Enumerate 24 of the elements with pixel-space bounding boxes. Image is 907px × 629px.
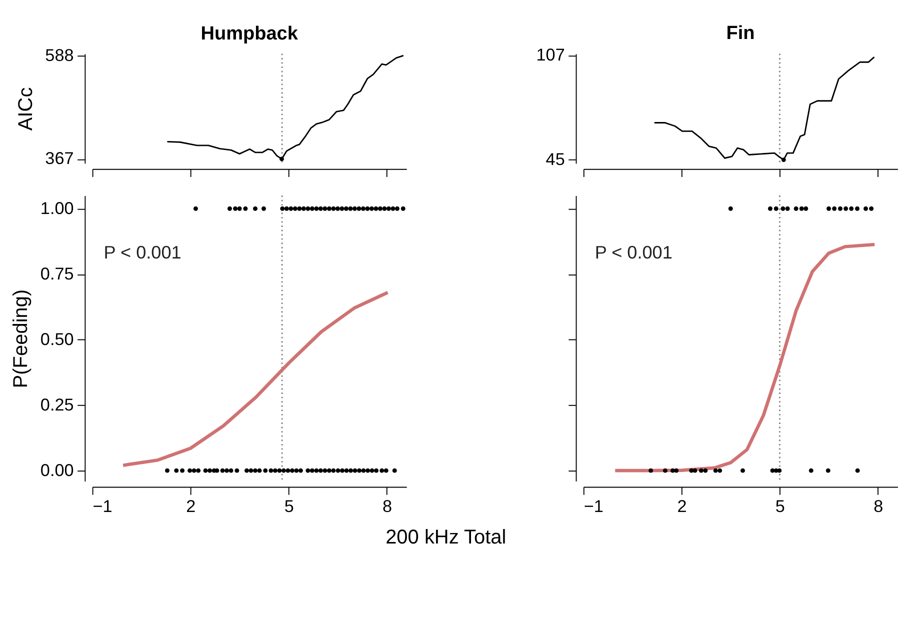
x-tick-label: 2	[677, 496, 687, 516]
y-tick-label: 1.00	[40, 198, 74, 218]
y-tick-label: 45	[546, 149, 565, 170]
y-tick-label: 0.50	[40, 328, 74, 349]
chart-title: Fin	[726, 23, 755, 44]
x-tick-label: −1	[584, 496, 604, 516]
x-tick-label: −1	[92, 496, 112, 516]
x-tick-label: 2	[186, 496, 196, 516]
y-tick-label: 0.75	[40, 263, 74, 284]
x-tick-label: 5	[284, 496, 294, 516]
chart-title: Humpback	[200, 23, 298, 44]
y-tick-label: 0.25	[40, 394, 74, 414]
y-tick-label: 107	[536, 44, 565, 65]
x-tick-label: 8	[874, 496, 884, 516]
y-axis-title: P(Feeding)	[10, 289, 32, 388]
x-axis-title: 200 kHz Total	[386, 526, 506, 548]
y-tick-label: 367	[45, 148, 74, 168]
annotation: P < 0.001	[594, 242, 672, 262]
y-tick-label: 588	[45, 44, 74, 65]
x-tick-label: 8	[382, 496, 392, 516]
annotation: P < 0.001	[104, 242, 182, 262]
x-tick-label: 5	[775, 496, 785, 516]
y-tick-label: 0.00	[40, 460, 74, 480]
y-axis-title: AICc	[14, 87, 37, 131]
